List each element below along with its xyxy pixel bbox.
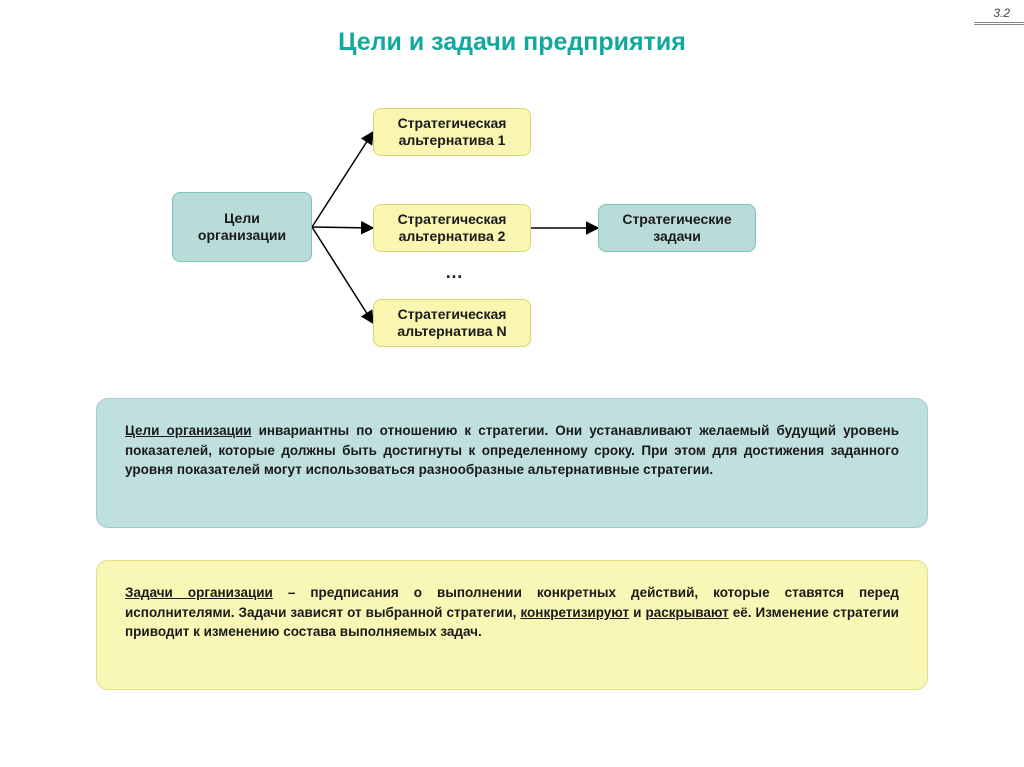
slide-title: Цели и задачи предприятия — [0, 28, 1024, 57]
arrow-goals-alt1 — [312, 132, 373, 227]
tasks-panel-seg-2: и — [629, 605, 645, 620]
node-alt1: Стратегическая альтернатива 1 — [373, 108, 531, 156]
node-altN: Стратегическая альтернатива N — [373, 299, 531, 347]
tasks-panel-seg-1: конкретизируют — [520, 605, 629, 620]
node-goals: Цели организации — [172, 192, 312, 262]
ellipsis: … — [445, 262, 463, 283]
tasks-panel-seg-3: раскрывают — [645, 605, 728, 620]
goals-panel-lead: Цели организации — [125, 423, 252, 438]
tasks-panel-lead: Задачи организации — [125, 585, 273, 600]
arrow-goals-altN — [312, 227, 373, 323]
arrow-goals-alt2 — [312, 227, 373, 228]
goals-panel: Цели организации инвариантны по отношени… — [96, 398, 928, 528]
node-tasks: Стратегические задачи — [598, 204, 756, 252]
node-alt2: Стратегическая альтернатива 2 — [373, 204, 531, 252]
page-number-underline — [974, 22, 1024, 25]
page-number: 3.2 — [993, 6, 1010, 20]
tasks-panel: Задачи организации – предписания о выпол… — [96, 560, 928, 690]
